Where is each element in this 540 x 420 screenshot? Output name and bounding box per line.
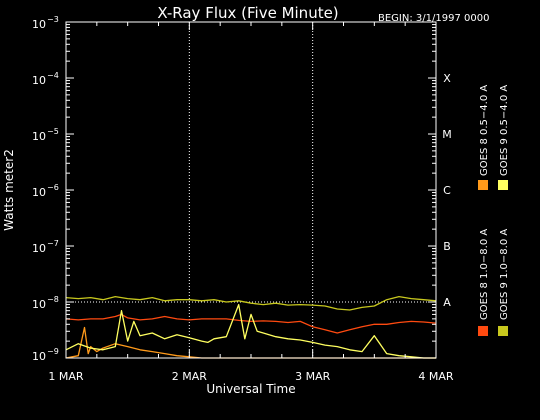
- flare-class-label: B: [443, 240, 451, 253]
- y-tick-label-exponent: −8: [47, 295, 59, 304]
- legend: GOES 8 1.0−8.0 A GOES 8 0.5−4.0 A GOES 9 1…: [478, 85, 510, 336]
- begin-date-label: BEGIN: 3/1/1997 0000: [378, 13, 489, 24]
- y-tick-label-base: 10: [32, 18, 46, 31]
- x-tick-label: 4 MAR: [418, 370, 454, 383]
- axis-ticks: 10 −910 −810 −710 −610 −510 −410 −31 MAR 2 MAR 3 …: [32, 15, 454, 383]
- flare-class-labels: A B C M X: [442, 72, 452, 309]
- x-axis-label: Universal Time: [206, 382, 295, 396]
- legend-swatch-2: [498, 180, 508, 190]
- legend-label-3: GOES 9 1.0−8.0 A: [499, 229, 510, 320]
- y-tick-label-base: 10: [32, 350, 46, 363]
- x-tick-label: 3 MAR: [295, 370, 331, 383]
- chart-title: X-Ray Flux (Five Minute): [157, 4, 338, 22]
- x-tick-label: 1 MAR: [48, 370, 84, 383]
- flare-class-label: C: [443, 184, 451, 197]
- flare-class-label: X: [443, 72, 451, 85]
- legend-swatch-1: [478, 180, 488, 190]
- series-line-1: [65, 326, 436, 359]
- y-tick-label-exponent: −3: [47, 15, 59, 24]
- series-line-0: [65, 313, 437, 334]
- y-tick-label-base: 10: [32, 186, 46, 199]
- y-tick-label-exponent: −4: [47, 71, 59, 80]
- legend-label-2: GOES 9 0.5−4.0 A: [499, 85, 510, 176]
- flare-class-label: M: [442, 128, 452, 141]
- flare-class-label: A: [443, 296, 451, 309]
- y-tick-label-exponent: −5: [47, 127, 59, 136]
- y-axis-label: Watts meter2: [2, 149, 16, 231]
- y-tick-label-base: 10: [32, 242, 46, 255]
- y-tick-label-base: 10: [32, 298, 46, 311]
- y-tick-label-exponent: −9: [47, 347, 59, 356]
- series-lines: [65, 295, 437, 359]
- legend-swatch-3: [498, 326, 508, 336]
- legend-label-1: GOES 8 0.5−4.0 A: [479, 85, 490, 176]
- y-tick-label-base: 10: [32, 130, 46, 143]
- x-tick-label: 2 MAR: [172, 370, 208, 383]
- y-tick-label-exponent: −6: [47, 183, 59, 192]
- plot-frame: [65, 21, 437, 359]
- series-line-3: [65, 295, 437, 311]
- series-line-2: [65, 303, 436, 359]
- legend-swatch-0: [478, 326, 488, 336]
- legend-label-0: GOES 8 1.0−8.0 A: [479, 229, 490, 320]
- y-tick-label-base: 10: [32, 74, 46, 87]
- grid: [66, 22, 436, 358]
- y-tick-label-exponent: −7: [47, 239, 59, 248]
